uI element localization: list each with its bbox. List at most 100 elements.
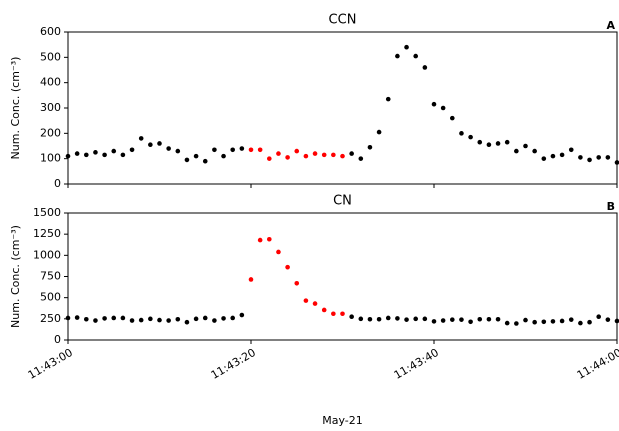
point (93, 318, 98, 323)
point (541, 319, 547, 325)
point (193, 153, 199, 159)
point (514, 148, 519, 154)
point (74, 315, 80, 320)
point (404, 317, 409, 322)
x-tick-label: 11:43:40 (392, 346, 441, 382)
point (367, 316, 373, 322)
point (221, 316, 226, 321)
point (568, 317, 574, 322)
point (468, 319, 473, 325)
point (605, 155, 611, 160)
y-tick-label: 250 (40, 312, 61, 325)
point (294, 280, 300, 286)
panel-label: B (607, 200, 615, 213)
point (504, 139, 510, 145)
point (523, 143, 528, 149)
panel-label: A (606, 19, 615, 32)
point (65, 315, 71, 321)
point (587, 157, 592, 163)
y-axis-label: Num. Conc. (cm⁻³) (9, 225, 22, 328)
point (349, 314, 354, 320)
point (230, 147, 235, 153)
x-tick-label: 11:43:20 (209, 346, 258, 382)
point (202, 158, 208, 164)
y-tick-label: 400 (40, 76, 61, 89)
y-tick-label: 1250 (33, 227, 61, 240)
point (568, 147, 574, 153)
point (120, 315, 126, 321)
point (175, 148, 181, 154)
y-tick-label: 500 (40, 50, 61, 63)
y-tick-label: 750 (40, 270, 61, 283)
point (111, 148, 117, 154)
y-tick-label: 300 (40, 101, 61, 114)
point (358, 316, 364, 322)
point (285, 264, 290, 270)
y-tick-label: 1500 (33, 206, 61, 219)
point (157, 317, 162, 323)
point (157, 141, 162, 146)
point (422, 316, 428, 322)
point (212, 147, 217, 153)
point (102, 316, 107, 321)
point (340, 153, 345, 159)
point (349, 151, 354, 156)
point (111, 315, 117, 321)
point (93, 150, 98, 155)
point (404, 44, 409, 50)
point (239, 146, 245, 151)
point (504, 320, 510, 326)
point (431, 319, 437, 324)
point (285, 155, 290, 160)
point (486, 316, 492, 322)
point (138, 136, 144, 141)
plot-frame (67, 31, 618, 185)
point (74, 151, 80, 156)
point (148, 142, 153, 148)
point (468, 134, 473, 140)
point (477, 139, 483, 145)
y-tick-label: 500 (40, 291, 61, 304)
point (486, 142, 492, 148)
point (267, 156, 272, 161)
point (440, 105, 446, 111)
point (120, 152, 126, 158)
point (550, 153, 556, 159)
point (166, 318, 171, 323)
point (605, 317, 611, 322)
point (477, 316, 483, 322)
point (84, 152, 89, 158)
point (230, 315, 235, 321)
point (596, 155, 601, 160)
point (532, 319, 537, 325)
y-tick-label: 0 (54, 177, 61, 190)
point (376, 316, 382, 322)
point (495, 316, 501, 322)
point (440, 318, 446, 323)
point (257, 237, 263, 243)
point (459, 317, 464, 322)
point (202, 315, 208, 321)
point (193, 316, 199, 322)
point (129, 147, 135, 153)
point (166, 146, 171, 151)
point (138, 317, 144, 323)
point (450, 317, 455, 322)
point (221, 153, 226, 159)
point (239, 312, 245, 318)
point (267, 236, 272, 242)
point (395, 316, 400, 321)
point (550, 319, 556, 324)
point (614, 160, 619, 165)
point (422, 65, 428, 70)
point (276, 249, 281, 255)
point (148, 316, 153, 322)
point (541, 156, 547, 161)
y-axis-label: Num. Conc. (cm⁻³) (9, 57, 22, 160)
point (340, 311, 345, 317)
point (596, 314, 601, 320)
x-axis-label: May-21 (322, 414, 363, 427)
point (212, 318, 217, 323)
point (559, 152, 565, 158)
